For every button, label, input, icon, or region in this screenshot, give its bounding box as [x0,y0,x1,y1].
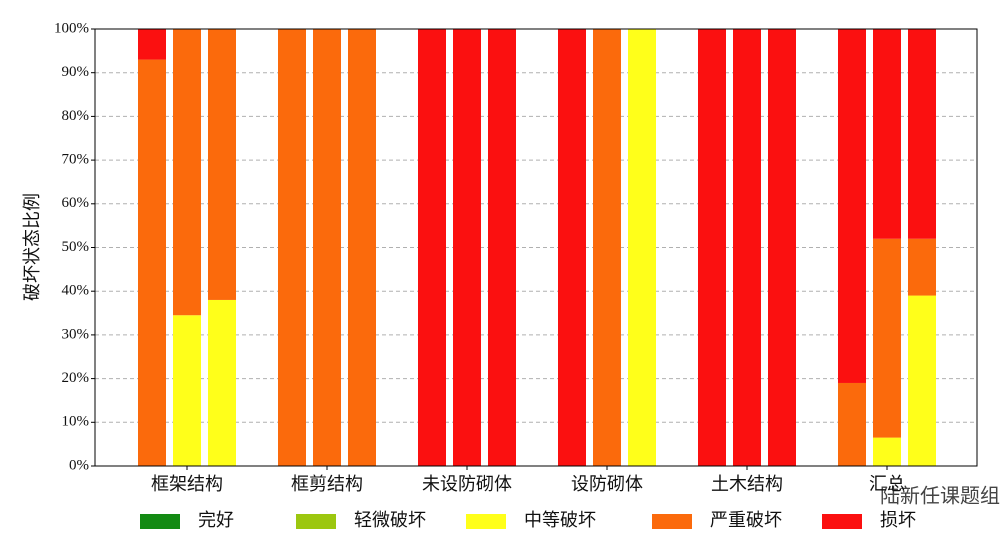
bar-segment [453,29,481,466]
bar-segment [173,315,201,466]
y-tick-label: 80% [62,108,90,124]
watermark: 陆新任课题组 [880,485,1000,508]
legend-swatch [822,514,862,529]
bar-segment [348,29,376,466]
x-tick-label: 土木结构 [711,474,783,494]
y-tick-label: 100% [54,20,89,36]
bar-segment [488,29,516,466]
bar-segment [908,238,936,296]
y-tick-label: 0% [69,457,89,473]
bar-segment [768,29,796,466]
legend-label: 严重破坏 [710,510,782,530]
x-tick-label: 框架结构 [151,474,223,494]
legend-label: 完好 [198,510,234,530]
bar-segment [418,29,446,466]
y-axis-label: 破坏状态比例 [22,193,42,301]
bar-segment [838,382,866,466]
plot-frame [94,28,978,467]
legend-swatch [466,514,506,529]
bar-segment [873,29,901,239]
bar-segment [593,29,621,466]
bar-segment [278,29,306,466]
x-tick-label: 框剪结构 [291,474,363,494]
x-tick-label: 设防砌体 [571,474,643,494]
legend-label: 损坏 [880,510,916,530]
bar-segment [908,295,936,466]
bar-segment [873,437,901,466]
y-tick-label: 10% [62,414,90,430]
bar-segment [313,29,341,466]
legend-label: 轻微破坏 [354,510,426,530]
y-tick-label: 60% [62,195,90,211]
bar-segment [558,29,586,466]
bar-segment [138,59,166,467]
legend-swatch [296,514,336,529]
bar-segment [628,29,656,466]
y-tick-label: 70% [62,152,90,168]
legend-label: 中等破坏 [524,510,596,530]
y-tick-label: 50% [62,239,90,255]
bar-segment [173,29,201,316]
y-tick-label: 20% [62,370,90,386]
bar-segment [733,29,761,466]
bar-segment [838,29,866,383]
y-tick-label: 40% [62,283,90,299]
bar-segment [908,29,936,239]
x-tick-label: 汇总 [869,474,905,494]
bar-segment [208,299,236,466]
bar-segment [873,238,901,438]
bar-segment [138,29,166,60]
y-tick-label: 30% [62,326,90,342]
bar-segment [208,29,236,300]
y-tick-label: 90% [62,64,90,80]
legend-swatch [140,514,180,529]
bar-segment [698,29,726,466]
x-tick-label: 未设防砌体 [422,474,512,494]
legend-swatch [652,514,692,529]
